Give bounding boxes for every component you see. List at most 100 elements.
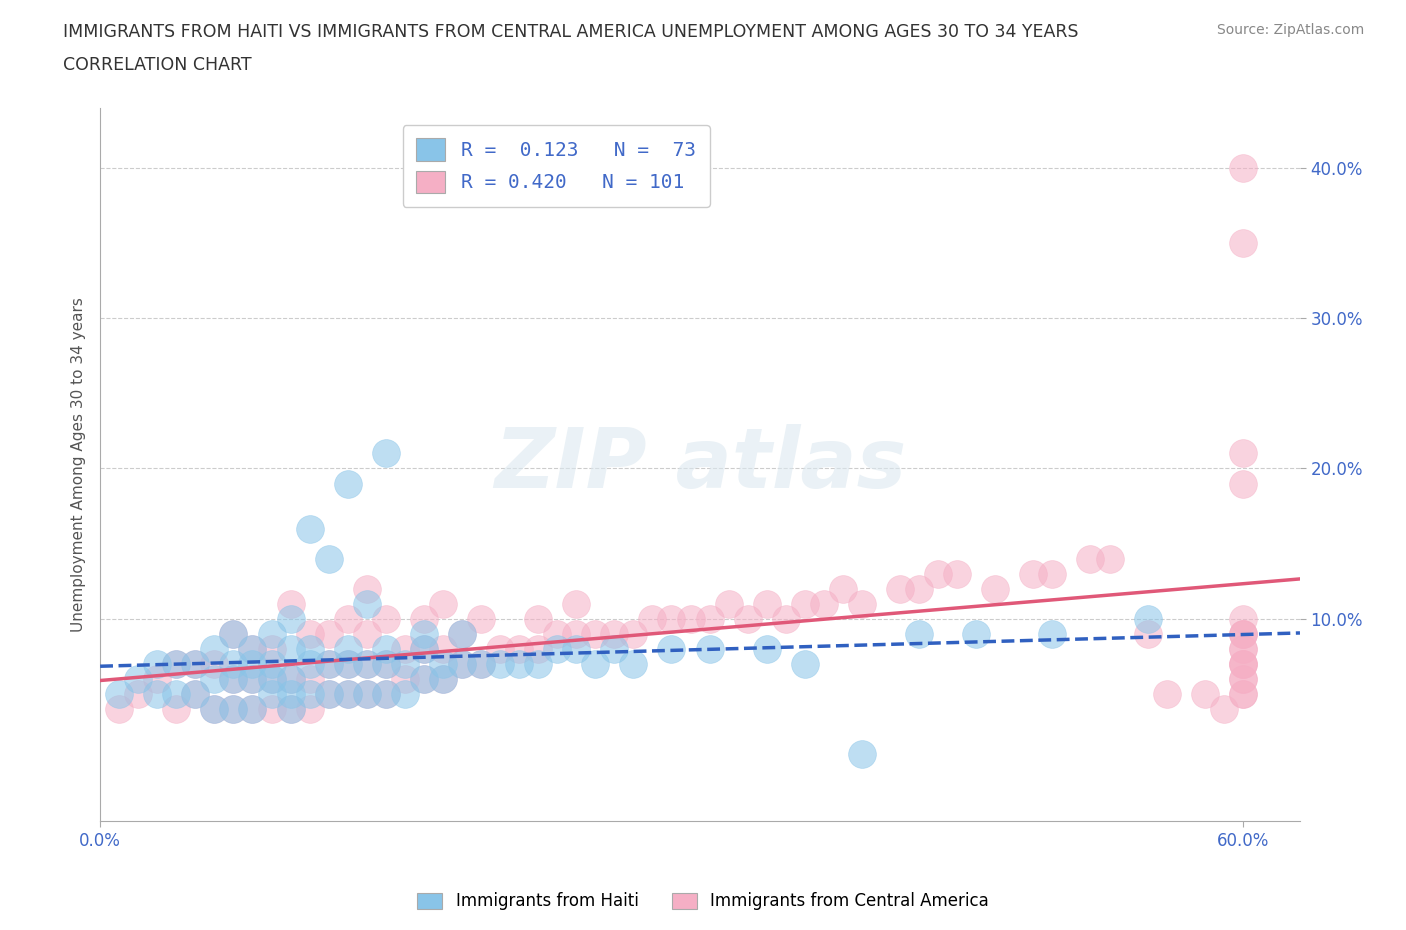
Point bbox=[661, 611, 683, 626]
Point bbox=[432, 671, 454, 686]
Point bbox=[965, 626, 987, 641]
Point bbox=[1232, 161, 1254, 176]
Point bbox=[1136, 611, 1159, 626]
Point bbox=[527, 642, 550, 657]
Point bbox=[108, 701, 131, 716]
Point bbox=[336, 476, 359, 491]
Point bbox=[661, 642, 683, 657]
Text: ZIP atlas: ZIP atlas bbox=[494, 424, 907, 505]
Point bbox=[699, 642, 721, 657]
Point bbox=[336, 657, 359, 671]
Point bbox=[374, 446, 396, 461]
Point bbox=[260, 671, 283, 686]
Point bbox=[394, 671, 416, 686]
Point bbox=[242, 701, 264, 716]
Point bbox=[298, 521, 321, 536]
Point bbox=[356, 596, 378, 611]
Point bbox=[412, 611, 434, 626]
Point bbox=[621, 657, 644, 671]
Point bbox=[508, 642, 530, 657]
Point bbox=[280, 686, 302, 701]
Point bbox=[603, 626, 626, 641]
Point bbox=[1022, 566, 1045, 581]
Point bbox=[1232, 642, 1254, 657]
Point bbox=[775, 611, 797, 626]
Point bbox=[184, 657, 207, 671]
Point bbox=[222, 701, 245, 716]
Point bbox=[222, 626, 245, 641]
Point bbox=[146, 671, 169, 686]
Point bbox=[336, 642, 359, 657]
Point bbox=[298, 626, 321, 641]
Point bbox=[318, 657, 340, 671]
Point bbox=[451, 657, 474, 671]
Text: CORRELATION CHART: CORRELATION CHART bbox=[63, 56, 252, 73]
Point bbox=[565, 596, 588, 611]
Point bbox=[1232, 626, 1254, 641]
Point bbox=[1232, 626, 1254, 641]
Point bbox=[146, 657, 169, 671]
Point bbox=[546, 642, 568, 657]
Point bbox=[946, 566, 969, 581]
Point bbox=[1098, 551, 1121, 566]
Point bbox=[1232, 686, 1254, 701]
Point bbox=[184, 686, 207, 701]
Point bbox=[298, 686, 321, 701]
Y-axis label: Unemployment Among Ages 30 to 34 years: Unemployment Among Ages 30 to 34 years bbox=[72, 298, 86, 632]
Point bbox=[1232, 235, 1254, 250]
Point bbox=[1136, 626, 1159, 641]
Point bbox=[242, 657, 264, 671]
Point bbox=[1232, 686, 1254, 701]
Point bbox=[1232, 642, 1254, 657]
Point bbox=[222, 671, 245, 686]
Point bbox=[641, 611, 664, 626]
Point bbox=[336, 686, 359, 701]
Point bbox=[565, 626, 588, 641]
Point bbox=[1232, 671, 1254, 686]
Point bbox=[222, 671, 245, 686]
Point bbox=[260, 626, 283, 641]
Point bbox=[184, 686, 207, 701]
Point bbox=[298, 671, 321, 686]
Point bbox=[831, 581, 853, 596]
Point bbox=[336, 657, 359, 671]
Point bbox=[489, 642, 512, 657]
Point bbox=[242, 671, 264, 686]
Point bbox=[202, 671, 225, 686]
Point bbox=[755, 642, 778, 657]
Point bbox=[1040, 626, 1063, 641]
Point bbox=[336, 686, 359, 701]
Point bbox=[489, 657, 512, 671]
Point bbox=[146, 686, 169, 701]
Point bbox=[470, 611, 492, 626]
Text: IMMIGRANTS FROM HAITI VS IMMIGRANTS FROM CENTRAL AMERICA UNEMPLOYMENT AMONG AGES: IMMIGRANTS FROM HAITI VS IMMIGRANTS FROM… bbox=[63, 23, 1078, 41]
Point bbox=[356, 657, 378, 671]
Point bbox=[202, 642, 225, 657]
Point bbox=[202, 701, 225, 716]
Point bbox=[1232, 476, 1254, 491]
Point bbox=[432, 657, 454, 671]
Point bbox=[508, 657, 530, 671]
Point bbox=[621, 626, 644, 641]
Point bbox=[318, 551, 340, 566]
Point bbox=[260, 686, 283, 701]
Point bbox=[679, 611, 702, 626]
Point bbox=[699, 611, 721, 626]
Point bbox=[737, 611, 759, 626]
Point bbox=[451, 657, 474, 671]
Point bbox=[793, 657, 815, 671]
Point bbox=[184, 657, 207, 671]
Point bbox=[927, 566, 949, 581]
Point bbox=[222, 626, 245, 641]
Point bbox=[165, 686, 187, 701]
Point bbox=[1232, 671, 1254, 686]
Point bbox=[527, 657, 550, 671]
Point bbox=[374, 686, 396, 701]
Point bbox=[451, 626, 474, 641]
Point bbox=[851, 596, 873, 611]
Point bbox=[432, 642, 454, 657]
Point bbox=[298, 701, 321, 716]
Point bbox=[470, 657, 492, 671]
Point bbox=[1212, 701, 1234, 716]
Point bbox=[1194, 686, 1216, 701]
